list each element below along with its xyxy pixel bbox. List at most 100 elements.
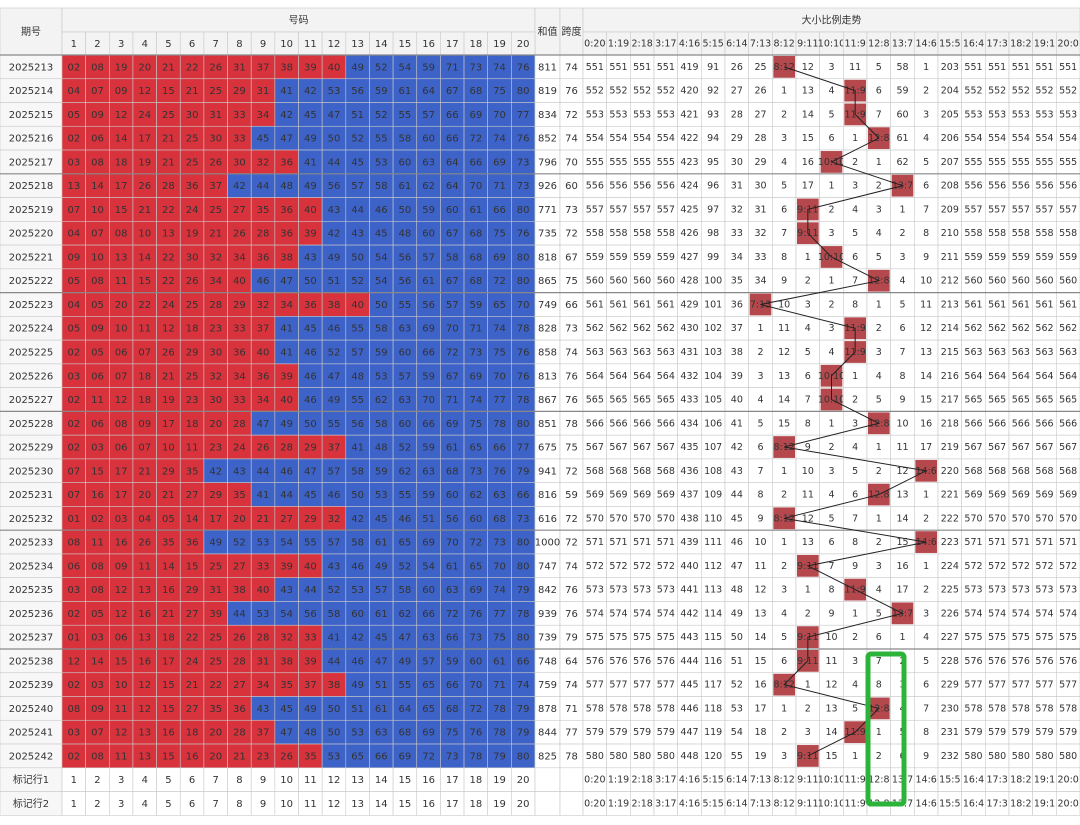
omission: 573: [633, 585, 651, 596]
footer-number: 14: [375, 799, 388, 810]
omission: 574: [657, 608, 675, 619]
sum: 748: [538, 656, 557, 667]
omission: 574: [964, 608, 982, 619]
number-ball: 54: [280, 609, 293, 620]
omission: 561: [633, 299, 651, 310]
number-ball: 10: [115, 324, 128, 335]
footer-label: 标记行2: [13, 797, 49, 810]
number-ball: 29: [233, 86, 246, 97]
omission: 10: [920, 276, 932, 287]
omission: 9: [781, 276, 787, 287]
omission: 3: [757, 371, 763, 382]
number-ball: 21: [138, 205, 151, 216]
issue: 2025238: [9, 656, 54, 667]
omission: 98: [707, 228, 719, 239]
omission: 570: [657, 513, 675, 524]
number-ball: 10: [115, 680, 128, 691]
omission: 16: [896, 561, 908, 572]
number-ball: 47: [375, 656, 388, 667]
footer-ratio: 16:4: [963, 775, 984, 786]
omission: 15: [920, 395, 932, 406]
omission: 564: [1059, 371, 1077, 382]
omission: 117: [704, 680, 722, 691]
omission: 5: [923, 656, 929, 667]
omission: 6: [757, 442, 763, 453]
omission: 553: [964, 109, 982, 120]
number-ball: 50: [304, 276, 317, 287]
number-ball: 11: [91, 538, 104, 549]
omission: 579: [633, 727, 651, 738]
number-ball: 05: [67, 324, 80, 335]
omission: 231: [941, 727, 959, 738]
number-ball: 56: [446, 514, 459, 525]
omission: 1: [876, 442, 882, 453]
footer-number: 13: [351, 775, 364, 786]
omission: 556: [633, 181, 651, 192]
omission: 569: [1012, 490, 1030, 501]
omission: 16: [920, 418, 932, 429]
omission: 551: [1059, 62, 1077, 73]
number-ball: 02: [67, 134, 80, 145]
number-ball: 08: [115, 229, 128, 240]
omission: 434: [680, 418, 698, 429]
omission: 567: [988, 442, 1006, 453]
omission: 29: [731, 133, 743, 144]
number-ball: 45: [375, 229, 388, 240]
number-ball: 11: [138, 561, 151, 572]
number-ball: 08: [115, 419, 128, 430]
number-ball: 69: [422, 728, 435, 739]
number-ball: 43: [304, 252, 317, 263]
omission: 120: [704, 751, 722, 762]
omission: 215: [941, 347, 959, 358]
omission: 571: [964, 537, 982, 548]
footer-ratio: 19:1: [1034, 775, 1055, 786]
number-ball: 48: [351, 371, 364, 382]
omission: 559: [1059, 252, 1077, 263]
omission: 554: [1035, 133, 1053, 144]
omission: 554: [609, 133, 627, 144]
footer-ratio: 2:18: [631, 775, 652, 786]
number-column-label: 10: [280, 39, 293, 50]
omission: 4: [828, 490, 834, 501]
omission: 210: [941, 228, 959, 239]
sum: 818: [538, 252, 557, 263]
omission: 566: [1012, 418, 1030, 429]
number-ball: 56: [328, 181, 341, 192]
number-ball: 43: [351, 229, 364, 240]
footer-ratio: 15:5: [939, 798, 960, 809]
number-ball: 34: [280, 300, 293, 311]
omission: 55: [731, 751, 743, 762]
number-ball: 17: [115, 181, 128, 192]
omission: 570: [1059, 513, 1077, 524]
number-ball: 68: [470, 276, 483, 287]
number-ball: 16: [162, 728, 175, 739]
ratio-column-label: 0:20: [584, 39, 605, 50]
omission: 119: [704, 727, 722, 738]
omission: 574: [1035, 608, 1053, 619]
number-ball: 20: [209, 751, 222, 762]
number-ball: 63: [422, 633, 435, 644]
omission: 570: [633, 513, 651, 524]
omission: 3: [923, 109, 929, 120]
footer-ratio: 5:15: [702, 798, 723, 809]
number-ball: 03: [115, 514, 128, 525]
omission: 2: [876, 537, 882, 548]
number-ball: 26: [162, 348, 175, 359]
numbers-header: 号码: [289, 15, 309, 27]
number-column-label: 2: [94, 39, 100, 50]
omission: 2: [876, 323, 882, 334]
omission: 205: [941, 109, 959, 120]
omission: 565: [1035, 395, 1053, 406]
number-ball: 56: [399, 252, 412, 263]
omission: 558: [609, 228, 627, 239]
omission: 5: [876, 608, 882, 619]
number-ball: 26: [209, 157, 222, 168]
number-ball: 17: [162, 419, 175, 430]
number-ball: 46: [257, 276, 270, 287]
number-ball: 33: [304, 633, 317, 644]
footer-number: 3: [118, 775, 124, 786]
omission: 575: [1035, 632, 1053, 643]
number-ball: 64: [399, 704, 412, 715]
footer-number: 10: [280, 775, 293, 786]
number-ball: 66: [446, 680, 459, 691]
